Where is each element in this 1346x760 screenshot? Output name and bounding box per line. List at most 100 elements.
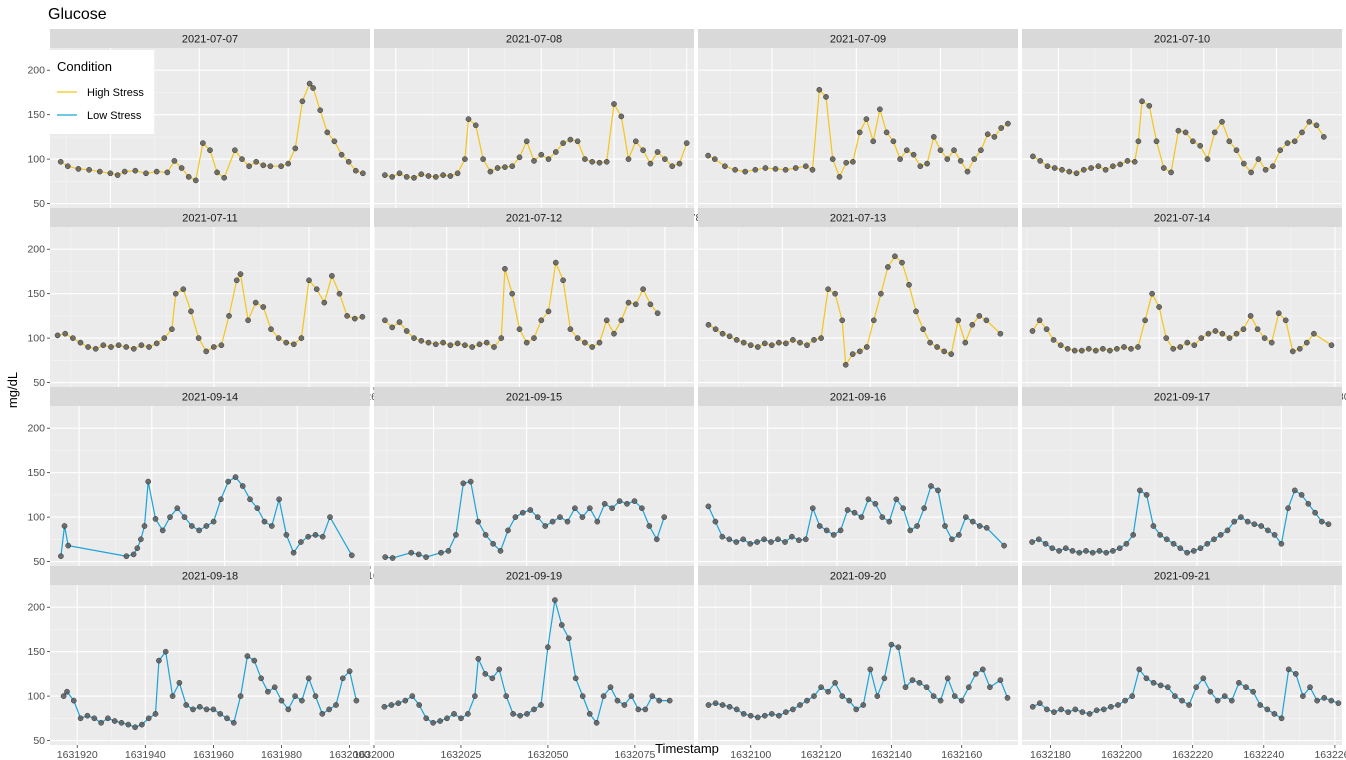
data-point — [1318, 518, 1325, 525]
data-point — [976, 313, 983, 319]
data-point — [635, 706, 642, 713]
y-tick-label: 200 — [27, 602, 45, 614]
data-point — [462, 156, 468, 162]
data-point — [85, 344, 91, 350]
data-point — [775, 536, 781, 543]
data-point — [60, 693, 67, 699]
data-point — [1291, 487, 1298, 494]
data-point — [768, 342, 775, 349]
data-point — [991, 134, 998, 140]
data-point — [345, 158, 352, 165]
facet-strip — [50, 387, 370, 406]
data-point — [1292, 671, 1299, 677]
data-point — [790, 337, 796, 343]
data-point — [462, 342, 468, 349]
data-point — [1211, 536, 1217, 543]
data-point — [1221, 693, 1228, 699]
data-point — [818, 684, 824, 691]
data-point — [899, 259, 905, 266]
data-point — [732, 166, 738, 173]
data-point — [138, 536, 144, 543]
data-point — [275, 335, 282, 341]
data-point — [403, 328, 410, 334]
data-point — [782, 166, 789, 173]
data-point — [1291, 138, 1298, 145]
data-point — [1150, 679, 1157, 686]
data-point — [195, 335, 202, 341]
data-point — [538, 702, 544, 708]
data-point — [138, 342, 145, 349]
data-point — [61, 523, 68, 529]
data-point — [1050, 337, 1057, 343]
y-tick-label: 150 — [27, 288, 45, 300]
data-point — [836, 174, 843, 180]
data-point — [1115, 702, 1121, 708]
data-point — [253, 158, 260, 165]
data-point — [646, 523, 653, 529]
facet-panel-2021-09-15: 2021-09-15163167516317001631725 — [374, 387, 694, 582]
data-point — [164, 169, 171, 176]
data-point — [418, 337, 425, 344]
data-point — [487, 168, 494, 175]
data-point — [324, 129, 331, 136]
facet-strip — [374, 566, 694, 585]
data-point — [669, 163, 676, 170]
data-point — [233, 277, 240, 284]
data-point — [654, 310, 661, 317]
data-point — [726, 703, 733, 710]
data-point — [210, 344, 217, 350]
data-point — [244, 653, 251, 659]
data-point — [176, 679, 183, 686]
data-point — [906, 281, 912, 288]
data-point — [134, 545, 141, 552]
data-point — [1328, 697, 1335, 704]
data-point — [451, 711, 457, 717]
data-point — [825, 688, 831, 695]
data-point — [850, 158, 856, 165]
data-point — [783, 340, 789, 347]
facet-strip-label: 2021-09-15 — [506, 392, 562, 404]
data-point — [132, 167, 139, 174]
data-point — [726, 536, 733, 543]
data-point — [754, 539, 760, 545]
facet-panel-2021-09-17: 2021-09-17163185016318751631900 — [1022, 387, 1342, 582]
data-point — [949, 536, 955, 543]
data-point — [818, 335, 824, 341]
data-point — [196, 703, 203, 710]
data-point — [174, 505, 181, 512]
data-point — [1073, 170, 1080, 177]
data-point — [593, 719, 600, 726]
data-point — [271, 684, 278, 691]
data-point — [162, 648, 169, 655]
data-point — [856, 348, 863, 355]
data-point — [910, 151, 917, 158]
data-point — [552, 149, 559, 155]
data-point — [998, 125, 1005, 131]
data-point — [516, 154, 523, 161]
data-point — [618, 113, 625, 120]
y-tick-label: 50 — [33, 377, 45, 389]
data-point — [183, 702, 190, 708]
data-point — [489, 675, 496, 682]
data-point — [1228, 697, 1235, 704]
data-point — [261, 518, 268, 525]
data-point — [761, 340, 768, 347]
y-tick-label: 100 — [27, 154, 45, 166]
data-point — [935, 487, 941, 494]
data-point — [169, 326, 175, 333]
x-tick-label: 1632260 — [1314, 749, 1346, 760]
data-point — [475, 655, 482, 662]
data-point — [618, 317, 625, 324]
data-point — [1122, 697, 1128, 704]
data-point — [1157, 532, 1163, 538]
data-point — [1058, 706, 1064, 713]
data-point — [1262, 166, 1269, 173]
data-point — [649, 693, 656, 699]
data-point — [1335, 700, 1342, 707]
y-tick-label: 200 — [27, 244, 45, 256]
data-point — [621, 702, 628, 708]
data-point — [957, 158, 964, 164]
data-point — [1250, 688, 1256, 695]
data-point — [930, 134, 937, 140]
data-point — [574, 138, 581, 145]
